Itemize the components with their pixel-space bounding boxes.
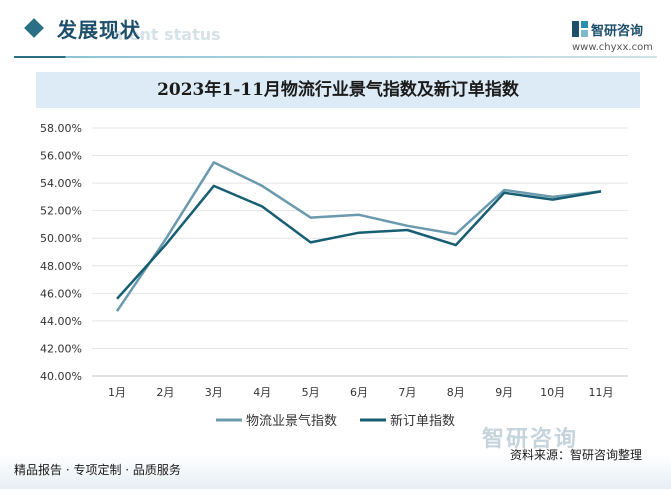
- watermark-logo: 智研咨询: [482, 427, 579, 452]
- x-tick-label: 1月: [108, 386, 126, 399]
- legend-label: 新订单指数: [390, 413, 455, 429]
- legend-label: 物流业景气指数: [246, 413, 337, 429]
- x-tick-label: 10月: [540, 386, 565, 399]
- footer-tagline: 精品报告 · 专项定制 · 品质服务: [14, 463, 181, 477]
- x-tick-label: 4月: [253, 386, 271, 399]
- series-line-1: [115, 161, 602, 312]
- x-tick-label: 11月: [589, 386, 614, 399]
- y-tick-label: 40.00%: [40, 370, 82, 383]
- y-tick-label: 50.00%: [40, 232, 82, 245]
- section-subtitle: ment status: [112, 25, 221, 44]
- section-header: ment status 发展现状 智研咨询 www.chyxx.com: [0, 0, 671, 62]
- x-tick-label: 8月: [447, 386, 465, 399]
- chart-title-bar: 2023年1-11月物流行业景气指数及新订单指数: [36, 72, 640, 108]
- brand-logo-icon: [572, 21, 588, 37]
- x-tick-label: 7月: [398, 386, 416, 399]
- x-tick-label: 2月: [156, 386, 174, 399]
- y-tick-label: 46.00%: [40, 287, 82, 300]
- chart-title: 2023年1-11月物流行业景气指数及新订单指数: [157, 80, 519, 100]
- x-tick-label: 9月: [495, 386, 513, 399]
- x-tick-label: 6月: [350, 386, 368, 399]
- brand-name: 智研咨询: [591, 24, 644, 39]
- header-divider: [14, 56, 657, 58]
- y-tick-label: 44.00%: [40, 315, 82, 328]
- y-tick-label: 52.00%: [40, 205, 82, 218]
- line-chart: 40.00% 42.00% 44.00% 46.00% 48.00% 50.00% 52.0…: [40, 122, 628, 429]
- y-tick-label: 42.00%: [40, 342, 82, 355]
- brand-url: www.chyxx.com: [572, 42, 653, 53]
- section-title: 发展现状: [57, 18, 141, 42]
- source-note: 资料来源：智研咨询整理: [510, 448, 643, 462]
- x-tick-label: 3月: [205, 386, 223, 399]
- x-tick-label: 5月: [302, 386, 320, 399]
- diamond-icon: [24, 18, 44, 38]
- footer-bar: [0, 455, 671, 489]
- y-tick-label: 56.00%: [40, 150, 82, 163]
- y-tick-label: 48.00%: [40, 260, 82, 273]
- y-tick-label: 58.00%: [40, 122, 82, 135]
- series-line-2: [116, 184, 602, 300]
- y-tick-label: 54.00%: [40, 177, 82, 190]
